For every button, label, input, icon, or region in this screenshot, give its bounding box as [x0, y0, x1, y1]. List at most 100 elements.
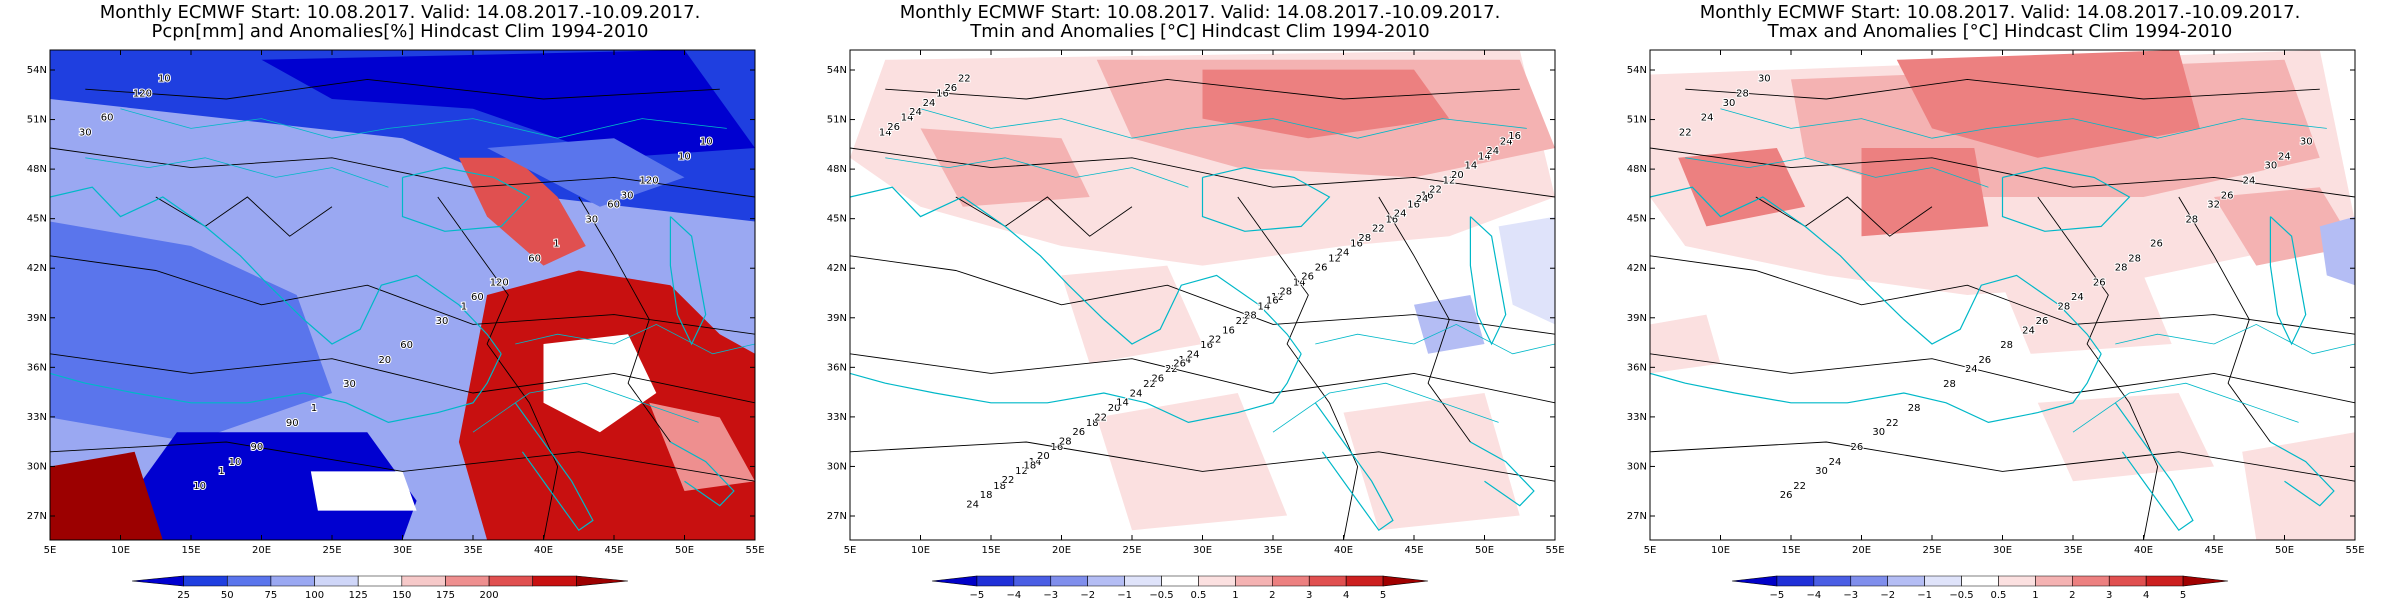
contour-label: 26 [1173, 359, 1186, 370]
lon-label: 50E [2275, 545, 2294, 556]
contour-label: 28 [2115, 262, 2128, 273]
contour-label: 14 [1478, 151, 1491, 162]
contour-labels: 2224242626282822242622282824262624283026… [1678, 73, 2314, 502]
contour-label: 24 [966, 499, 979, 510]
lon-label: 30E [1193, 545, 1212, 556]
lat-label: 51N [1627, 115, 1647, 126]
warm-anomaly-region [1202, 69, 1450, 139]
tmin-title-line1: Monthly ECMWF Start: 10.08.2017. Valid: … [899, 2, 1501, 23]
contour-label: 30 [1815, 466, 1828, 477]
lat-label: 36N [1627, 362, 1647, 373]
contour-label: 24 [2243, 176, 2256, 187]
contour-label: 20 [1451, 170, 1464, 181]
colorbar-segment [1887, 575, 1925, 587]
contour-label: 120 [133, 89, 152, 100]
lon-label: 5E [844, 545, 857, 556]
tmin-map: 1412141614161218142218162214141612162216… [827, 49, 1565, 600]
lat-label: 42N [27, 263, 47, 274]
lon-label: 25E [1922, 545, 1941, 556]
contour-label: 22 [1209, 335, 1222, 346]
tmin-panel: Monthly ECMWF Start: 10.08.2017. Valid: … [800, 0, 1600, 600]
contour-label: 24 [2278, 151, 2291, 162]
warm-anomaly-region [920, 128, 1090, 207]
contour-label: 18 [1024, 460, 1037, 471]
contour-label: 24 [1394, 209, 1407, 220]
contour-label: 30 [79, 127, 92, 138]
lat-label: 54N [827, 65, 847, 76]
longitude-axis: 5E 10E 15E 20E 25E 30E 35E 40E 45E 50E 55E [44, 50, 765, 556]
lon-label: 10E [911, 545, 930, 556]
colorbar-segment [1013, 575, 1052, 587]
colorbar-segment [1998, 575, 2036, 587]
colorbar-segment [445, 575, 490, 587]
colorbar-segment [2145, 575, 2184, 587]
lat-label: 27N [1627, 511, 1647, 522]
contour-label: 26 [1301, 272, 1314, 283]
contour-label: 28 [2000, 340, 2013, 351]
colorbar: −5 −4 −3 −2 −1 −0.5 0.5 1 2 3 4 5 [1731, 575, 2229, 600]
contour-label: 22 [1886, 418, 1899, 429]
colorbar-label: 4 [1343, 590, 1349, 600]
contour-label: 26 [1780, 490, 1793, 501]
contour-label: 24 [909, 107, 922, 118]
colorbar-label: 5 [2180, 590, 2186, 600]
map-field: 1412141614161218142218162214141612162216… [850, 50, 1555, 540]
colorbar-label: 3 [2106, 590, 2112, 600]
contour-label: 1 [218, 466, 224, 477]
contour-label: 28 [1943, 379, 1956, 390]
contour-line [50, 255, 755, 335]
colorbar-label: 1 [2032, 590, 2038, 600]
tmin-title-line2: Tmin and Anomalies [°C] Hindcast Clim 19… [970, 21, 1430, 42]
contour-label: 90 [286, 418, 299, 429]
coastline [1650, 186, 2102, 355]
colorbar-segment [1813, 575, 1852, 587]
contour-label: 30 [343, 379, 356, 390]
contour-label: 60 [101, 113, 114, 124]
lat-label: 30N [27, 461, 47, 472]
contour-label: 26 [1978, 355, 1991, 366]
contour-label: 16 [936, 89, 949, 100]
contour-line [850, 441, 1555, 482]
contour-label: 30 [1872, 427, 1885, 438]
contour-label: 1 [311, 403, 317, 414]
contour-label: 26 [2036, 316, 2049, 327]
contour-label: 22 [1094, 412, 1107, 423]
lon-label: 10E [1711, 545, 1730, 556]
lat-label: 39N [827, 313, 847, 324]
contour-label: 60 [471, 292, 484, 303]
contour-label: 14 [1293, 277, 1306, 288]
contour-label: 10 [158, 74, 171, 85]
red-sea-coast [2114, 402, 2194, 532]
persian-gulf-coast [1470, 441, 1535, 507]
lon-label: 20E [1852, 545, 1871, 556]
colorbar-segment [1382, 575, 1429, 587]
lat-label: 54N [1627, 65, 1647, 76]
colorbar-label: 0.5 [1991, 590, 2007, 600]
lon-label: 55E [2345, 545, 2364, 556]
contour-label: 24 [2022, 325, 2035, 336]
warm-anomaly-region [2214, 187, 2355, 266]
country-border [2072, 382, 2299, 433]
contour-labels: 1412141614161218142218162214141612162216… [878, 73, 1522, 512]
lon-label: 30E [393, 545, 412, 556]
country-border [1272, 382, 1499, 433]
contour-label: 22 [1165, 364, 1178, 375]
colorbar-label: 3 [1306, 590, 1312, 600]
colorbar-segment [183, 575, 228, 587]
contour-line [1650, 255, 2355, 335]
lon-label: 30E [1993, 545, 2012, 556]
colorbar: −5 −4 −3 −2 −1 −0.5 0.5 1 2 3 4 5 [931, 575, 1429, 600]
contour-label: 24 [1187, 349, 1200, 360]
dry-anomaly-region [261, 50, 755, 158]
contour-label: 22 [1372, 224, 1385, 235]
precip-map: 3060103020120609010301030306012090120601… [27, 49, 765, 600]
colorbar-segment [1776, 575, 1815, 587]
contour-line [50, 441, 755, 482]
contour-line [1650, 441, 2355, 482]
contour-label: 24 [1337, 248, 1350, 259]
colorbar-segment [1308, 575, 1347, 587]
contour-label: 22 [1429, 185, 1442, 196]
contour-lines [50, 78, 755, 540]
colorbar-segment [488, 575, 534, 587]
black-sea-coast [2001, 166, 2131, 232]
